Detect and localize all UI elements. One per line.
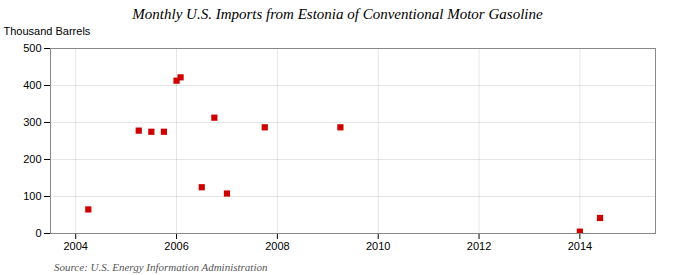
svg-text:Thousand Barrels: Thousand Barrels [4, 25, 91, 37]
svg-text:0: 0 [35, 227, 41, 239]
svg-text:2010: 2010 [366, 240, 390, 252]
svg-text:2008: 2008 [265, 240, 289, 252]
svg-text:300: 300 [23, 116, 41, 128]
svg-text:500: 500 [23, 42, 41, 54]
svg-text:2004: 2004 [63, 240, 87, 252]
svg-text:2012: 2012 [467, 240, 491, 252]
svg-text:2014: 2014 [568, 240, 592, 252]
svg-text:2006: 2006 [164, 240, 188, 252]
html-text:Monthly U.S. Imports from Esto: Monthly U.S. Imports from Estonia of Con… [132, 6, 543, 22]
svg-text:200: 200 [23, 153, 41, 165]
html-text:Source: U.S. Energy Informatio: Source: U.S. Energy Information Administ… [54, 261, 268, 273]
svg-text:100: 100 [23, 190, 41, 202]
svg-text:400: 400 [23, 79, 41, 91]
